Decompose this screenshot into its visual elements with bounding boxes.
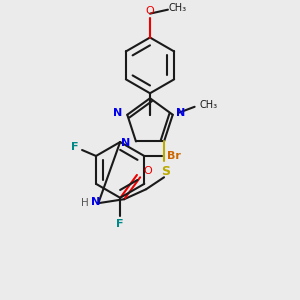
Text: N: N (113, 108, 122, 118)
Text: N: N (122, 138, 130, 148)
Text: H: H (81, 198, 88, 208)
Text: F: F (71, 142, 79, 152)
Text: N: N (176, 108, 185, 118)
Text: N: N (91, 197, 100, 207)
Text: F: F (116, 219, 124, 229)
Text: CH₃: CH₃ (200, 100, 217, 110)
Text: S: S (161, 165, 170, 178)
Text: Br: Br (167, 151, 181, 161)
Text: O: O (146, 6, 154, 16)
Text: CH₃: CH₃ (169, 3, 187, 13)
Text: O: O (144, 166, 152, 176)
